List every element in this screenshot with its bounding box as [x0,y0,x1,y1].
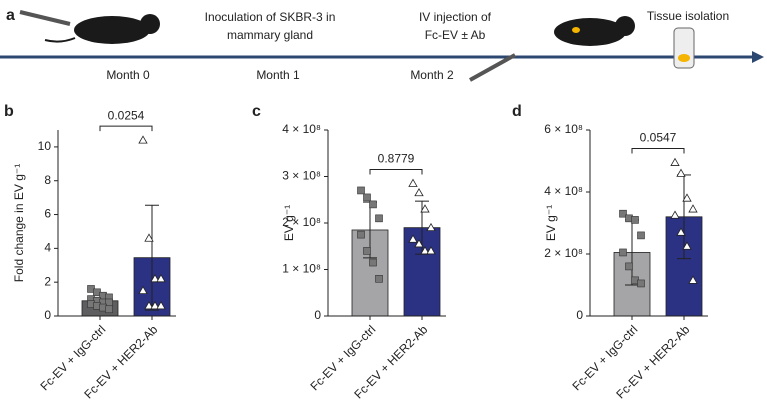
month-label: Month 0 [106,68,150,82]
y-tick-label: 2 × 10⁸ [282,215,321,229]
data-point [375,274,383,283]
data-point [637,231,645,240]
data-point [150,301,160,310]
data-point [156,273,166,283]
y-tick-label: 8 [44,173,51,187]
data-point [688,204,698,213]
y-tick-label: 6 × 10⁸ [544,122,583,136]
y-tick-label: 4 [44,241,51,255]
y-tick-label: 0 [44,308,51,322]
data-point [682,193,692,202]
data-point [363,247,371,255]
data-point [676,168,686,177]
data-point [688,275,698,284]
step-text: mammary gland [227,28,313,42]
timeline-arrowhead [752,51,764,63]
y-tick-label: 4 × 10⁸ [544,184,583,198]
data-point [670,157,680,166]
data-point [369,258,377,267]
syringe-icon [19,10,71,26]
panel-label: b [4,103,14,120]
panel-label: a [6,7,15,24]
data-point [105,305,113,314]
data-point [138,285,148,295]
p-value: 0.8779 [378,152,415,166]
data-point [375,214,383,223]
y-tick-label: 6 [44,207,51,221]
significance-bracket [369,168,423,175]
y-tick-label: 1 × 10⁸ [282,262,321,276]
significance-bracket [99,125,153,132]
step-text: IV injection of [419,10,492,24]
data-point [357,230,365,239]
data-point [682,241,692,250]
month-label: Month 2 [410,68,454,82]
tumor-icon [572,27,580,33]
data-point [619,209,627,218]
data-point [420,204,430,213]
step-text: Inoculation of SKBR-3 in [205,10,336,24]
mouse-head [615,16,635,36]
mouse-tail [44,37,76,43]
mouse-icon [74,16,150,44]
y-axis-label: Fold change in EV g⁻¹ [12,164,26,282]
data-point [631,216,639,224]
data-point [156,301,166,310]
step-text: Tissue isolation [647,9,729,23]
p-value: 0.0547 [640,131,677,145]
significance-bracket [631,148,685,154]
y-tick-label: 2 × 10⁸ [544,246,583,260]
data-point [369,200,377,209]
data-point [426,222,436,232]
mouse-icon [554,18,626,46]
timeline-art [0,10,764,82]
data-point [144,301,154,310]
y-tick-label: 10 [38,139,52,153]
y-tick-label: 4 × 10⁸ [282,122,321,136]
mouse-head [140,14,160,34]
data-point [138,135,148,144]
data-point [363,193,371,202]
syringe-icon [469,53,516,82]
y-tick-label: 0 [314,308,321,322]
data-point [619,248,627,257]
step-text: Fc-EV ± Ab [425,28,486,42]
y-tick-label: 2 [44,274,51,288]
data-point [408,234,418,243]
panel-label: d [512,103,522,120]
data-point [414,239,424,248]
data-point [144,233,154,242]
data-point [420,246,430,255]
data-point [150,273,160,283]
data-point [426,246,436,255]
data-point [357,186,365,195]
y-axis-label: EV g⁻¹ [282,205,296,241]
month-label: Month 1 [256,68,300,82]
y-tick-label: 0 [576,308,583,322]
data-point [625,262,633,271]
data-point [637,279,645,288]
p-value: 0.0254 [108,108,145,122]
data-point [676,227,686,236]
panel-label: c [252,103,261,120]
data-point [414,187,424,197]
data-point [670,210,680,219]
y-tick-label: 3 × 10⁸ [282,169,321,183]
y-axis-label: EV g⁻¹ [544,205,558,241]
data-point [408,178,418,187]
tissue-icon [678,54,690,62]
